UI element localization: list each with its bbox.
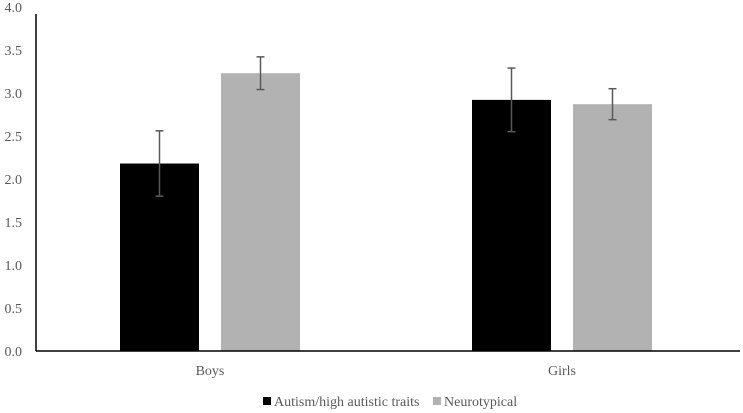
y-tick-label: 2.0 <box>5 173 23 188</box>
legend-swatch <box>433 397 441 405</box>
legend-swatch <box>263 397 271 405</box>
legend-label: Autism/high autistic traits <box>274 395 419 410</box>
y-tick-label: 2.5 <box>5 130 23 145</box>
y-tick-label: 3.0 <box>5 87 23 102</box>
legend-item: Neurotypical <box>433 395 517 410</box>
error-bar <box>155 130 164 197</box>
y-tick-label: 4.0 <box>5 1 23 16</box>
y-tick-label: 3.5 <box>5 44 23 59</box>
y-tick-label: 1.0 <box>5 259 23 274</box>
bar-girls-neurotypical <box>573 104 652 352</box>
legend-item: Autism/high autistic traits <box>263 395 419 410</box>
error-bar <box>608 87 617 121</box>
x-category-label: Girls <box>548 364 576 379</box>
bar-boys-neurotypical <box>221 73 300 351</box>
error-bar <box>256 56 265 91</box>
y-tick-label: 0.0 <box>5 345 23 360</box>
x-category-label: Boys <box>196 364 225 379</box>
legend-label: Neurotypical <box>444 395 517 410</box>
y-tick-label: 0.5 <box>5 302 23 317</box>
y-tick-label: 1.5 <box>5 216 23 231</box>
bar-girls-autism <box>472 99 551 351</box>
error-bar <box>507 67 516 133</box>
